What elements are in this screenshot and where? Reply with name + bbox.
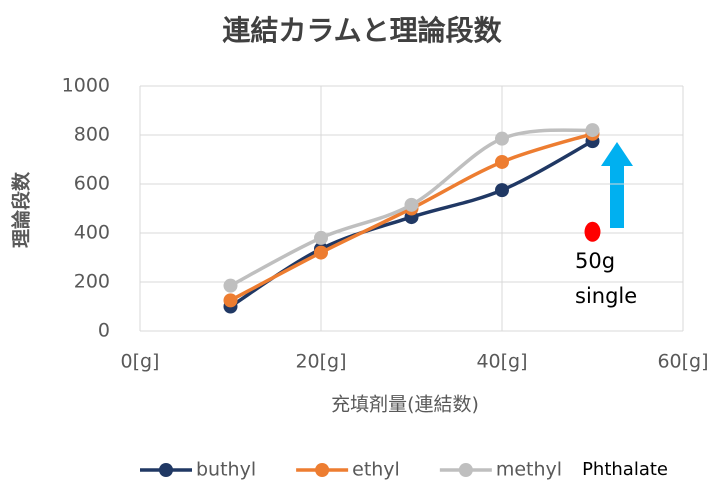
y-tick-label: 200 — [74, 271, 110, 293]
legend-label: buthyl — [196, 459, 256, 481]
legend-marker — [159, 463, 173, 477]
annotation: single — [575, 284, 637, 308]
x-axis-label: 充填剤量(連結数) — [331, 394, 479, 416]
y-tick-label: 600 — [74, 173, 110, 195]
data-point — [223, 293, 238, 308]
chart-title: 連結カラムと理論段数 — [222, 14, 502, 47]
data-point — [404, 197, 419, 212]
y-tick-label: 1000 — [62, 75, 110, 97]
annotation: 50g — [575, 249, 615, 273]
x-tick-label: 40[g] — [476, 351, 527, 373]
data-point — [585, 123, 600, 138]
arrow — [601, 142, 633, 228]
data-point — [223, 278, 238, 293]
single-point — [584, 221, 601, 242]
data-point — [495, 131, 509, 146]
data-point — [314, 230, 328, 245]
y-tick-label: 0 — [98, 320, 110, 342]
data-point — [314, 245, 328, 260]
legend-marker — [315, 463, 330, 477]
legend-marker — [458, 463, 473, 477]
legend-label: methyl — [496, 459, 562, 481]
data-point — [495, 154, 509, 169]
y-tick-label: 400 — [74, 222, 110, 244]
legend-note: Phthalate — [582, 459, 668, 480]
legend-label: ethyl — [352, 459, 400, 481]
y-axis-label: 理論段数 — [10, 171, 33, 248]
y-tick-label: 800 — [74, 124, 110, 146]
data-point — [495, 183, 509, 198]
x-tick-label: 60[g] — [657, 351, 708, 373]
x-tick-label: 20[g] — [295, 351, 346, 373]
x-tick-label: 0[g] — [121, 351, 160, 373]
